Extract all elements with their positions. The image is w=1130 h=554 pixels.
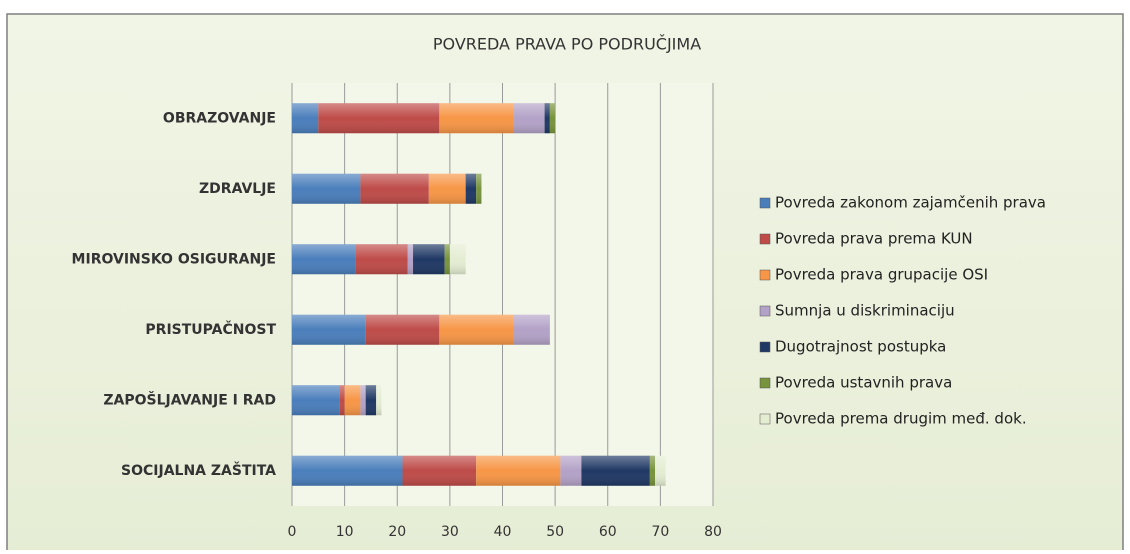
- legend-label: Povreda ustavnih prava: [775, 374, 952, 392]
- x-tick-label: 0: [288, 524, 297, 540]
- bar-shine: [292, 103, 319, 134]
- bar-shine: [339, 385, 345, 416]
- bar-shine: [513, 103, 545, 134]
- x-tick-label: 50: [546, 524, 564, 540]
- y-tick-label: SOCIJALNA ZAŠTITA: [121, 461, 276, 479]
- legend-swatch: [759, 197, 771, 209]
- bar-shine: [365, 385, 377, 416]
- y-tick-label: OBRAZOVANJE: [163, 110, 276, 126]
- bar-shine: [402, 455, 477, 486]
- bar-shine: [549, 103, 556, 134]
- bar-shine: [655, 455, 666, 486]
- bar-shine: [292, 385, 340, 416]
- x-tick-label: 20: [388, 524, 406, 540]
- bar-shine: [360, 173, 429, 204]
- bar-shine: [365, 314, 440, 345]
- bar-shine: [344, 385, 361, 416]
- bar-shine: [292, 314, 366, 345]
- legend-label: Povreda zakonom zajamčenih prava: [775, 194, 1046, 212]
- bar-shine: [560, 455, 582, 486]
- bar-shine: [407, 244, 414, 275]
- x-tick-label: 70: [651, 524, 669, 540]
- bar-shine: [413, 244, 445, 275]
- y-tick-label: ZAPOŠLJAVANJE I RAD: [103, 390, 276, 408]
- y-tick-label: MIROVINSKO OSIGURANJE: [72, 251, 276, 267]
- bar-shine: [444, 244, 450, 275]
- chart-title: POVREDA PRAVA PO PODRUČJIMA: [433, 35, 701, 54]
- bar-shine: [318, 103, 440, 134]
- bar-shine: [428, 173, 466, 204]
- bar-shine: [476, 455, 561, 486]
- bar-shine: [649, 455, 656, 486]
- bar-shine: [292, 244, 356, 275]
- x-tick-label: 30: [441, 524, 459, 540]
- bar-shine: [513, 314, 550, 345]
- legend-swatch: [759, 413, 771, 425]
- bar-shine: [292, 173, 361, 204]
- bar-shine: [581, 455, 650, 486]
- legend-swatch: [759, 377, 771, 389]
- x-tick-label: 60: [599, 524, 617, 540]
- bar-shine: [476, 173, 482, 204]
- legend-swatch: [759, 269, 771, 281]
- y-tick-label: PRISTUPAČNOST: [145, 320, 276, 338]
- bar-shine: [292, 455, 403, 486]
- bar-shine: [360, 385, 366, 416]
- legend-label: Sumnja u diskriminaciju: [775, 302, 955, 320]
- bar-shine: [544, 103, 550, 134]
- y-tick-label: ZDRAVLJE: [199, 181, 276, 197]
- legend-label: Povreda prava prema KUN: [775, 230, 973, 248]
- bar-shine: [355, 244, 408, 275]
- bar-shine: [439, 314, 514, 345]
- bar-shine: [439, 103, 514, 134]
- legend-swatch: [759, 305, 771, 317]
- legend-label: Povreda prava grupacije OSI: [775, 266, 988, 284]
- bar-shine: [449, 244, 466, 275]
- x-tick-label: 10: [336, 524, 354, 540]
- bar-shine: [376, 385, 382, 416]
- x-tick-label: 80: [704, 524, 722, 540]
- x-tick-label: 40: [494, 524, 512, 540]
- legend-swatch: [759, 341, 771, 353]
- legend-swatch: [759, 233, 771, 245]
- legend-label: Dugotrajnost postupka: [775, 338, 946, 356]
- legend-label: Povreda prema drugim međ. dok.: [775, 410, 1027, 428]
- bar-shine: [465, 173, 477, 204]
